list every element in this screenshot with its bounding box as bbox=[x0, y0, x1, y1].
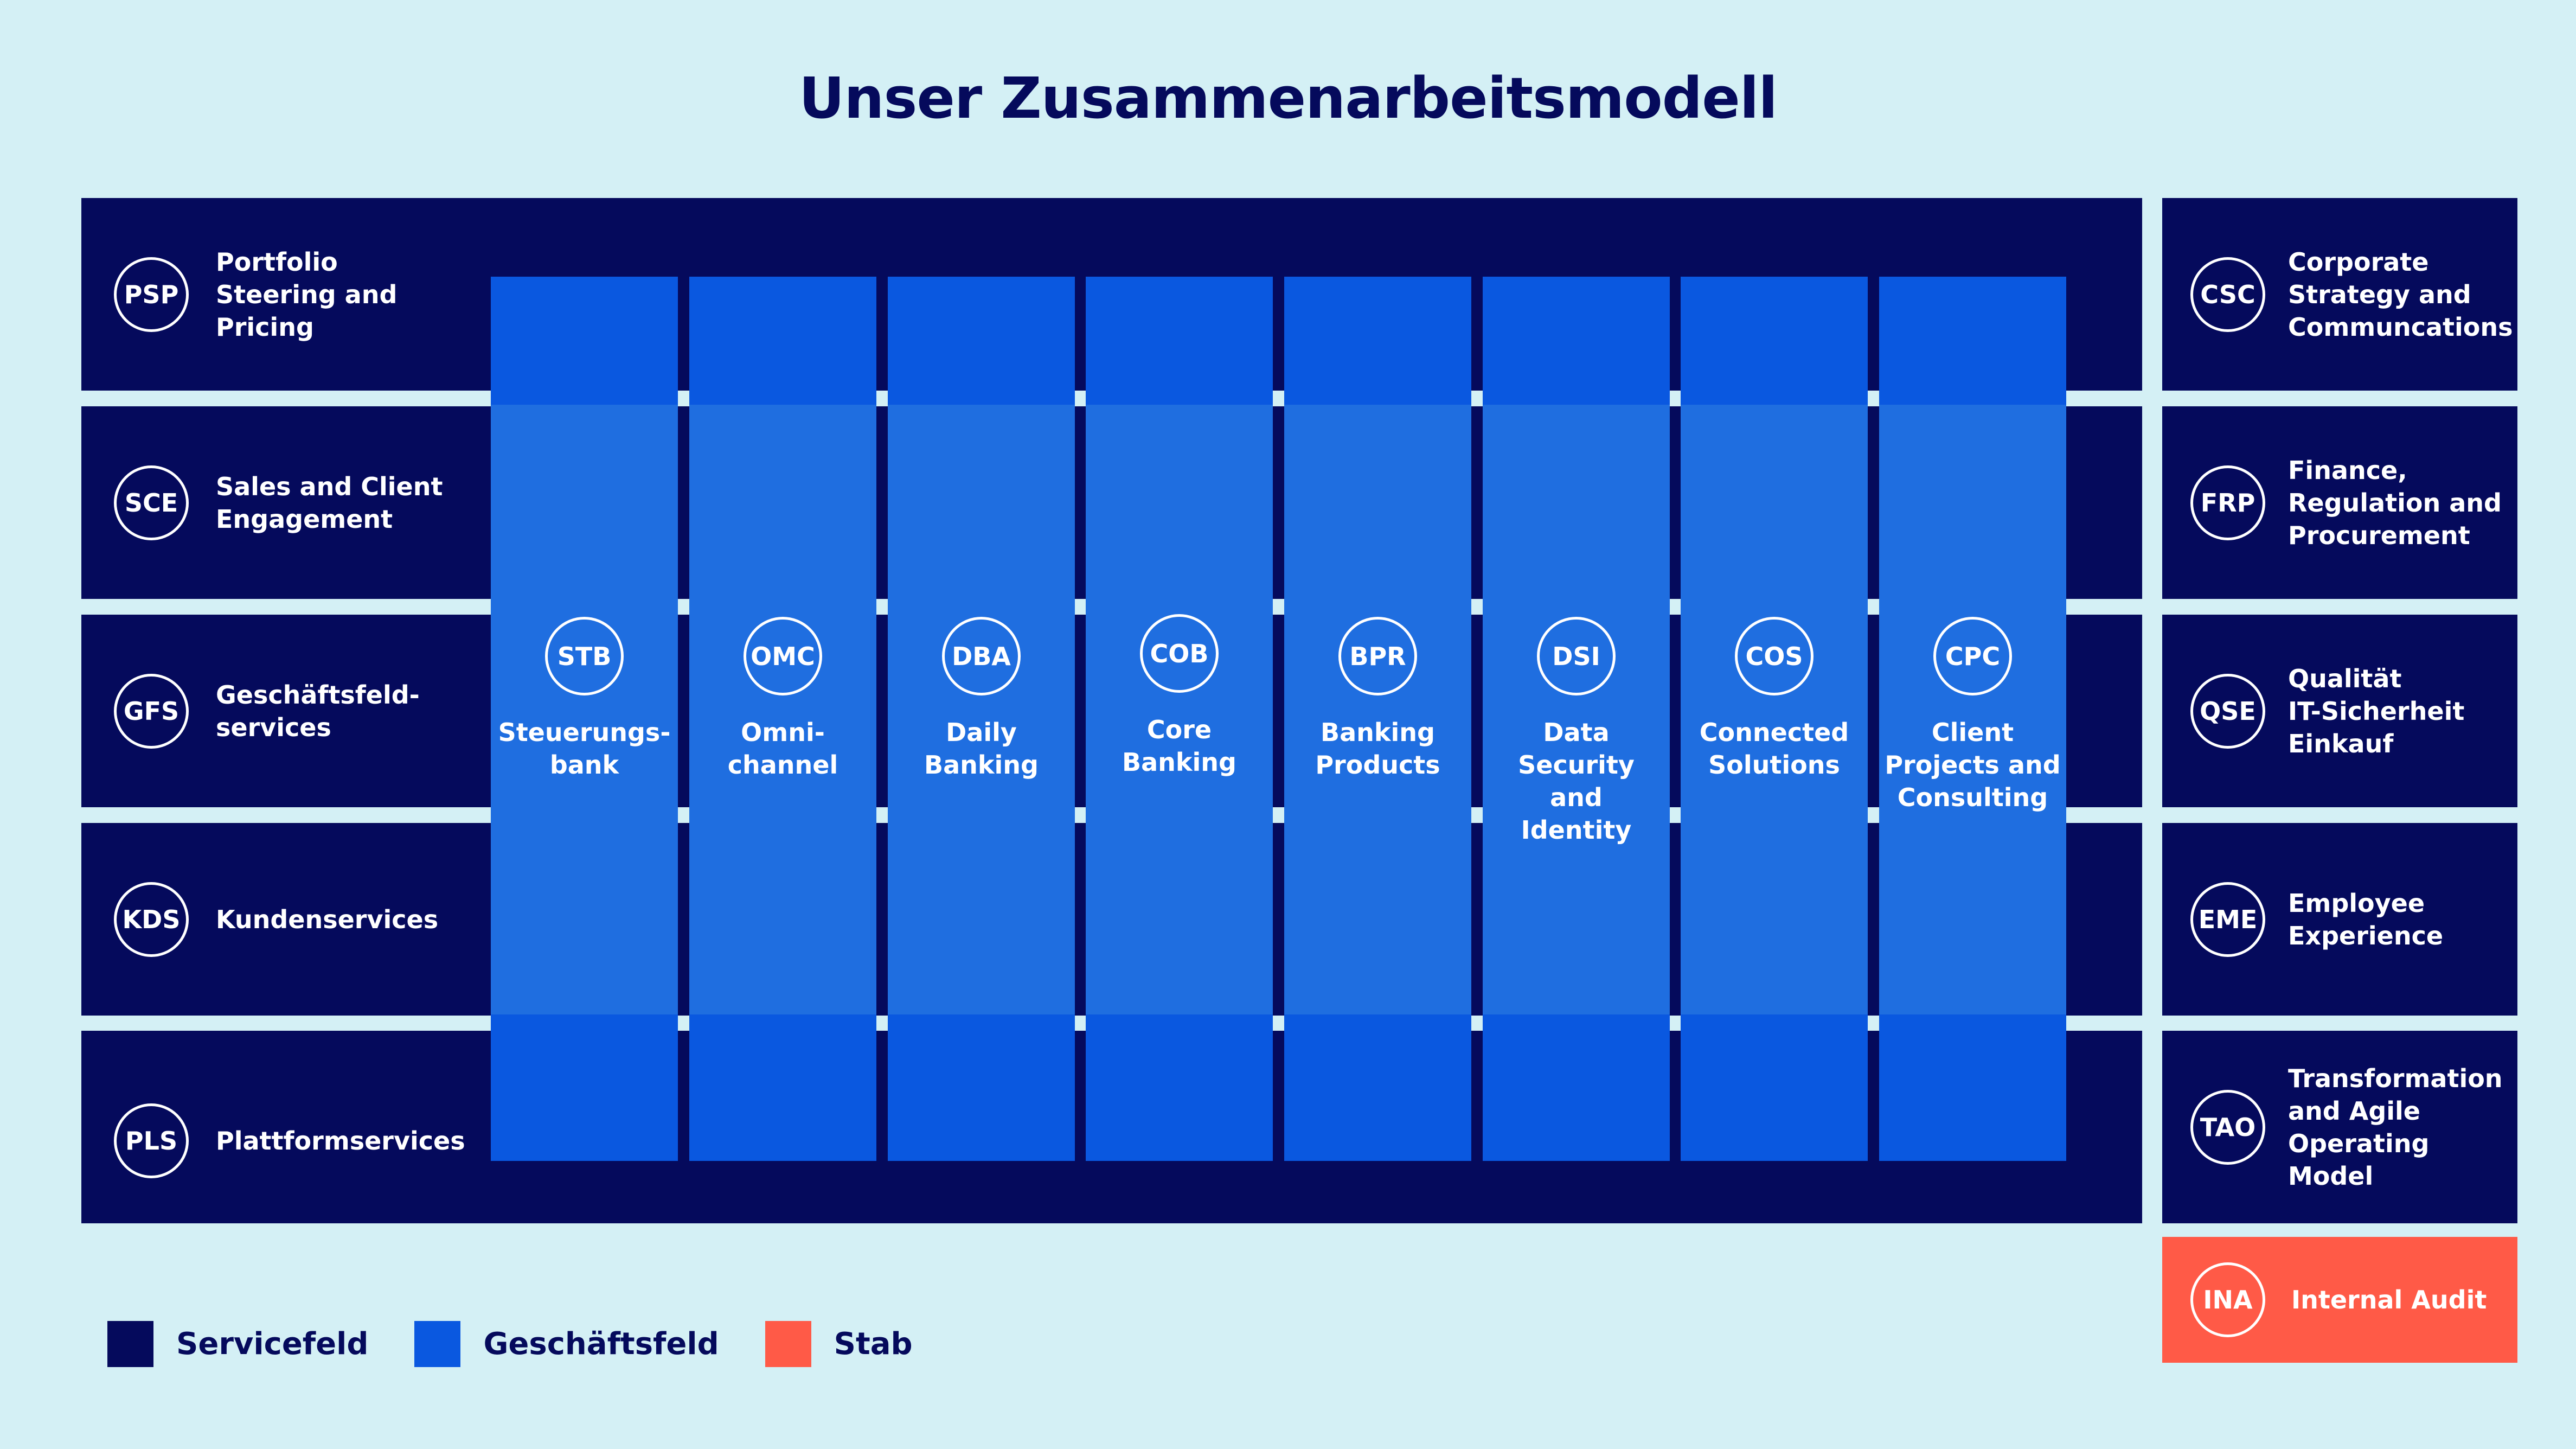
code-badge: OMC bbox=[744, 617, 822, 695]
business-field-label: Banking Products bbox=[1315, 718, 1440, 780]
code-badge: TAO bbox=[2190, 1089, 2265, 1165]
business-field-dba: DBA Daily Banking bbox=[888, 277, 1075, 1161]
staff-field-label: Corporate Strategy and Communcations bbox=[2288, 247, 2513, 342]
code-badge: PLS bbox=[114, 1103, 189, 1178]
business-field-bpr: BPR Banking Products bbox=[1284, 277, 1471, 1161]
business-field-stb: STB Steuerungs- bank bbox=[491, 277, 678, 1161]
service-field-label: Plattformservices bbox=[216, 1126, 465, 1156]
staff-field-frp: FRP Finance, Regulation and Procurement bbox=[2162, 406, 2517, 599]
staff-field-label: Employee Experience bbox=[2288, 888, 2444, 950]
code-badge: CSC bbox=[2190, 257, 2265, 332]
code-badge: CPC bbox=[1933, 617, 2012, 695]
code-badge: COB bbox=[1140, 614, 1219, 693]
legend: Servicefeld Geschäftsfeld Stab bbox=[107, 1321, 913, 1367]
code-badge: SCE bbox=[114, 465, 189, 540]
staff-field-label: Transformation and Agile Operating Model bbox=[2288, 1063, 2503, 1191]
code-badge: GFS bbox=[114, 673, 189, 749]
legend-swatch-geschaeftsfeld bbox=[414, 1321, 461, 1367]
staff-field-qse: QSE Qualität IT-Sicherheit Einkauf bbox=[2162, 615, 2517, 807]
staff-field-tao: TAO Transformation and Agile Operating M… bbox=[2162, 1031, 2517, 1223]
staff-field-label: Finance, Regulation and Procurement bbox=[2288, 455, 2502, 550]
code-badge: KDS bbox=[114, 882, 189, 957]
legend-swatch-stab bbox=[765, 1321, 811, 1367]
code-badge: QSE bbox=[2190, 673, 2265, 749]
code-badge: STB bbox=[545, 617, 624, 695]
staff-field-csc: CSC Corporate Strategy and Communcations bbox=[2162, 198, 2517, 391]
business-field-label: Connected Solutions bbox=[1699, 718, 1849, 780]
code-badge: FRP bbox=[2190, 465, 2265, 540]
staff-field-eme: EME Employee Experience bbox=[2162, 823, 2517, 1016]
service-field-label: Geschäftsfeld- services bbox=[216, 680, 420, 742]
business-field-label: Steuerungs- bank bbox=[498, 718, 671, 780]
legend-label-servicefeld: Servicefeld bbox=[176, 1326, 369, 1362]
business-field-omc: OMC Omni- channel bbox=[689, 277, 876, 1161]
legend-label-geschaeftsfeld: Geschäftsfeld bbox=[483, 1326, 719, 1362]
staff-field-label: Qualität IT-Sicherheit Einkauf bbox=[2288, 663, 2465, 758]
business-field-label: Daily Banking bbox=[924, 718, 1039, 780]
staff-field-ina: INA Internal Audit bbox=[2162, 1237, 2517, 1363]
staff-field-label: Internal Audit bbox=[2291, 1285, 2487, 1314]
code-badge: BPR bbox=[1338, 617, 1417, 695]
business-field-label: Core Banking bbox=[1122, 715, 1236, 777]
business-field-label: Data Security and Identity bbox=[1518, 718, 1635, 845]
business-field-cpc: CPC Client Projects and Consulting bbox=[1879, 277, 2066, 1161]
code-badge: EME bbox=[2190, 882, 2265, 957]
business-field-cos: COS Connected Solutions bbox=[1681, 277, 1868, 1161]
code-badge: INA bbox=[2190, 1262, 2265, 1337]
legend-swatch-servicefeld bbox=[107, 1321, 153, 1367]
legend-label-stab: Stab bbox=[834, 1326, 913, 1362]
business-field-cob: COB Core Banking bbox=[1086, 277, 1273, 1161]
service-field-label: Kundenservices bbox=[216, 904, 439, 934]
page-title: Unser Zusammenarbeitsmodell bbox=[798, 65, 1778, 131]
code-badge: DBA bbox=[942, 617, 1021, 695]
service-field-label: Sales and Client Engagement bbox=[216, 471, 443, 534]
code-badge: DSI bbox=[1537, 617, 1616, 695]
code-badge: PSP bbox=[114, 257, 189, 332]
business-field-label: Client Projects and Consulting bbox=[1885, 718, 2061, 812]
service-field-label: Portfolio Steering and Pricing bbox=[216, 247, 398, 342]
business-field-label: Omni- channel bbox=[727, 718, 838, 780]
business-field-dsi: DSI Data Security and Identity bbox=[1483, 277, 1670, 1161]
code-badge: COS bbox=[1735, 617, 1814, 695]
